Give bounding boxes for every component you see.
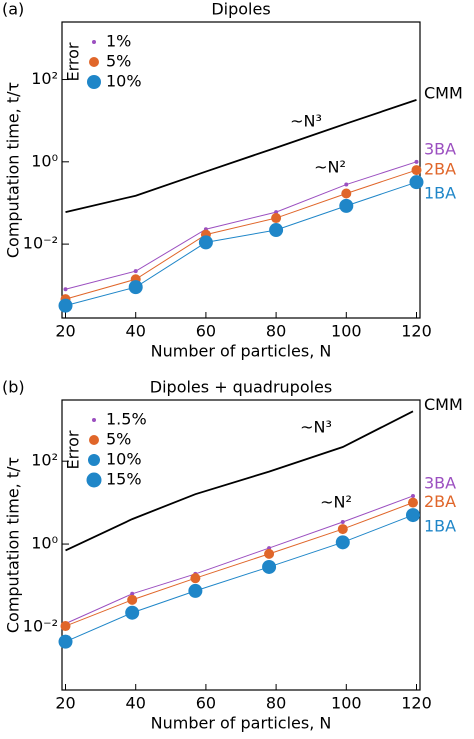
x-tick-label: 60	[196, 322, 216, 341]
series-line	[65, 502, 414, 627]
data-point	[271, 213, 282, 224]
data-point	[125, 605, 140, 620]
panel-label: (b)	[2, 378, 25, 397]
data-point	[133, 269, 138, 274]
legend-marker	[87, 75, 101, 89]
legend-label: 15%	[106, 470, 142, 489]
data-point	[130, 591, 135, 596]
data-point	[407, 497, 418, 508]
series-line	[65, 99, 417, 213]
data-point	[127, 594, 138, 605]
data-point	[344, 182, 349, 187]
data-point	[58, 298, 73, 313]
data-point	[262, 559, 277, 574]
data-point	[409, 175, 424, 190]
x-tick-label: 80	[266, 694, 286, 713]
data-point	[405, 508, 420, 523]
legend-label: 10%	[106, 450, 142, 469]
data-point	[337, 524, 348, 535]
legend-marker	[88, 454, 100, 466]
data-point	[411, 165, 422, 176]
x-tick-label: 60	[196, 694, 216, 713]
data-point	[128, 280, 143, 295]
chart-title: Dipoles + quadrupoles	[150, 378, 332, 397]
data-point	[58, 634, 73, 649]
legend-label: 5%	[106, 52, 131, 71]
series-label: 3BA	[424, 139, 456, 158]
data-point	[339, 198, 354, 213]
y-tick-label: 10²	[31, 451, 58, 470]
series-label: 1BA	[424, 184, 456, 203]
legend-marker	[86, 472, 102, 488]
data-point	[63, 287, 68, 292]
legend-label: 1%	[106, 32, 131, 51]
y-tick-label: 10⁻²	[23, 234, 58, 253]
data-point	[410, 493, 415, 498]
data-point	[198, 235, 213, 250]
plot-frame	[61, 399, 421, 691]
series-label: CMM	[424, 395, 463, 414]
legend-label: 10%	[106, 72, 142, 91]
series-label: 2BA	[424, 160, 456, 179]
legend-label: 1.5%	[106, 410, 147, 429]
series-label: CMM	[424, 83, 463, 102]
x-tick-label: 40	[126, 694, 146, 713]
annotation: ~N²	[320, 493, 352, 512]
legend-label: 5%	[106, 430, 131, 449]
annotation: ~N³	[290, 112, 322, 131]
y-axis-label: Computation time, t/τ	[4, 82, 23, 258]
legend-title: Error	[64, 430, 83, 469]
data-point	[335, 535, 350, 550]
data-point	[414, 159, 419, 164]
series-line	[65, 410, 414, 552]
y-tick-label: 10²	[31, 69, 58, 88]
legend-marker	[92, 40, 96, 44]
x-tick-label: 40	[126, 322, 146, 341]
y-tick-label: 10⁰	[31, 534, 58, 553]
data-point	[340, 520, 345, 525]
series-line	[65, 495, 414, 625]
x-tick-label: 100	[331, 694, 362, 713]
series-label: 2BA	[424, 492, 456, 511]
panel-label: (a)	[2, 0, 24, 19]
annotation: ~N³	[300, 418, 332, 437]
legend-marker	[89, 435, 99, 445]
x-tick-label: 20	[55, 322, 75, 341]
chart-title: Dipoles	[211, 0, 270, 19]
data-point	[269, 223, 284, 238]
x-axis-label: Number of particles, N	[151, 714, 332, 733]
legend-title: Error	[64, 42, 83, 81]
annotation: ~N²	[314, 158, 346, 177]
series-line	[65, 514, 414, 643]
x-tick-label: 80	[266, 322, 286, 341]
x-tick-label: 120	[401, 694, 432, 713]
data-point	[190, 573, 201, 584]
x-axis-label: Number of particles, N	[151, 342, 332, 361]
y-axis-label: Computation time, t/τ	[4, 457, 23, 633]
data-point	[274, 210, 279, 215]
data-point	[60, 621, 71, 632]
x-tick-label: 20	[55, 694, 75, 713]
x-tick-label: 120	[401, 322, 432, 341]
data-point	[341, 188, 352, 199]
series-label: 3BA	[424, 473, 456, 492]
series-line	[65, 161, 417, 290]
data-point	[188, 583, 203, 598]
legend-marker	[89, 57, 99, 67]
series-label: 1BA	[424, 517, 456, 536]
series-line	[65, 181, 417, 307]
y-tick-label: 10⁻²	[23, 616, 58, 635]
x-tick-label: 100	[331, 322, 362, 341]
legend-marker	[92, 418, 96, 422]
y-tick-label: 10⁰	[31, 151, 58, 170]
data-point	[264, 548, 275, 559]
series-line	[65, 169, 417, 300]
